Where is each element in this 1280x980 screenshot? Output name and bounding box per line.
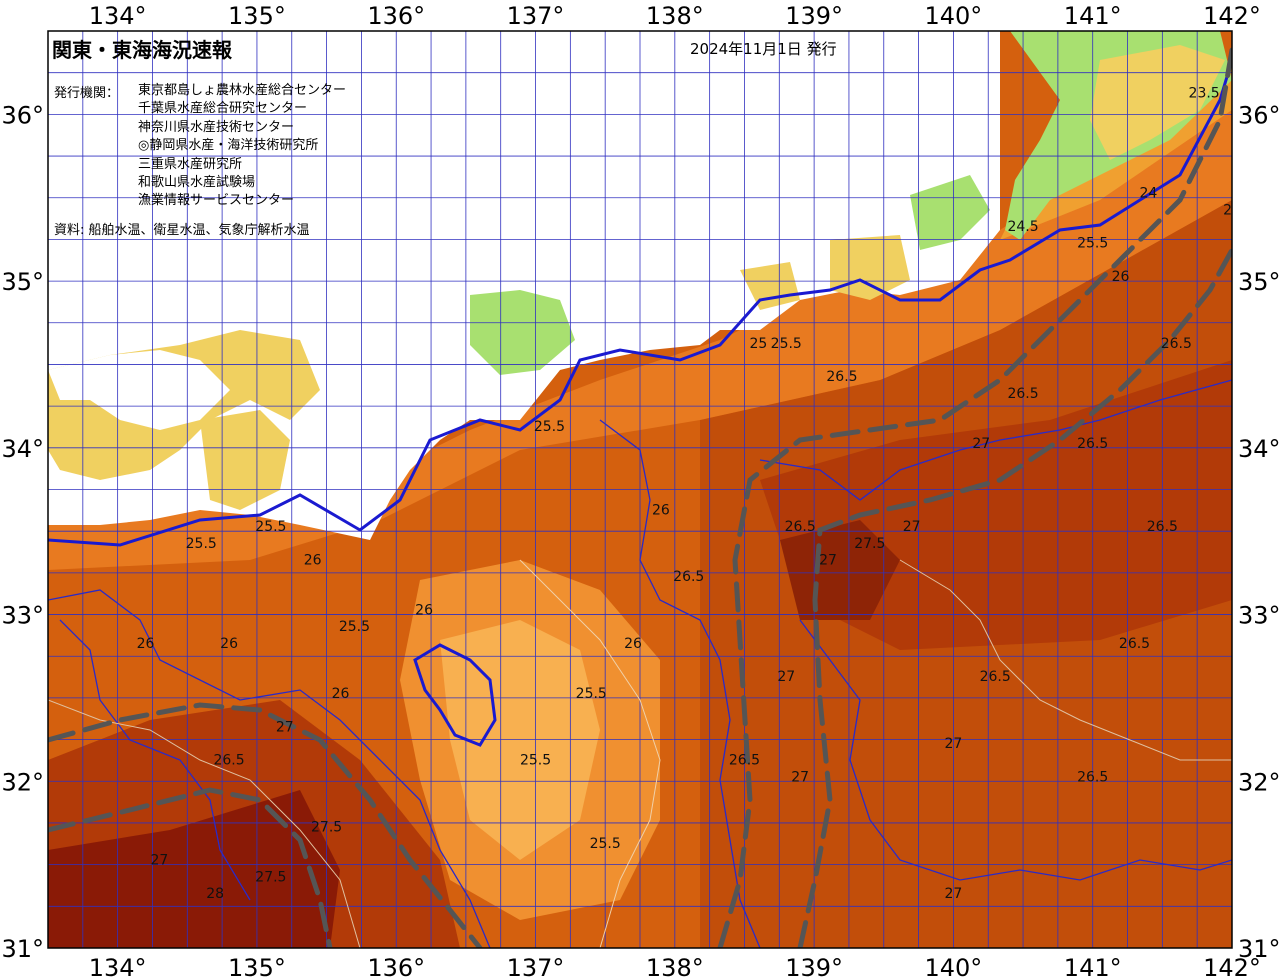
isotherm-label: 27 bbox=[777, 669, 795, 685]
latitude-tick-label: 35° bbox=[1238, 268, 1280, 296]
isotherm-label: 27 bbox=[819, 553, 837, 569]
latitude-tick-label: 36° bbox=[1238, 101, 1280, 129]
latitude-tick-label: 34° bbox=[1, 435, 44, 463]
isotherm-label: 24.5 bbox=[1007, 219, 1038, 235]
longitude-tick-label: 139° bbox=[785, 2, 843, 30]
longitude-tick-label: 134° bbox=[89, 954, 147, 980]
longitude-tick-label: 136° bbox=[367, 954, 425, 980]
isotherm-label: 27 bbox=[903, 519, 921, 535]
isotherm-label: 25.5 bbox=[771, 336, 802, 352]
isotherm-label: 26 bbox=[624, 636, 642, 652]
latitude-tick-label: 31° bbox=[1, 935, 44, 963]
longitude-tick-label: 135° bbox=[228, 2, 286, 30]
isotherm-label: 24 bbox=[1140, 186, 1158, 202]
agency-list: 東京都島しょ農林水産総合センター 千葉県水産総合研究センター 神奈川県水産技術セ… bbox=[138, 82, 346, 211]
isotherm-label: 26.5 bbox=[1119, 636, 1150, 652]
isotherm-label: 26.5 bbox=[213, 753, 244, 769]
isotherm-label: 26.5 bbox=[1077, 769, 1108, 785]
agency-item: 東京都島しょ農林水産総合センター bbox=[138, 83, 347, 98]
isotherm-label: 26.5 bbox=[1147, 519, 1178, 535]
isotherm-label: 27.5 bbox=[311, 819, 342, 835]
isotherm-label: 26 bbox=[1223, 202, 1241, 218]
latitude-tick-label: 36° bbox=[1, 101, 44, 129]
longitude-tick-label: 140° bbox=[925, 954, 983, 980]
agency-item: ◎静岡県水産・海洋技術研究所 bbox=[138, 138, 319, 154]
agency-item: 千葉県水産総合研究センター bbox=[138, 101, 308, 117]
isotherm-label: 27 bbox=[276, 719, 294, 735]
isotherm-label: 27 bbox=[944, 886, 962, 902]
isotherm-label: 27 bbox=[151, 853, 169, 869]
latitude-tick-label: 32° bbox=[1, 768, 44, 796]
isotherm-label: 26.5 bbox=[729, 753, 760, 769]
agency-item: 和歌山県水産試験場 bbox=[138, 175, 256, 191]
isotherm-label: 26.5 bbox=[980, 669, 1011, 685]
latitude-tick-label: 33° bbox=[1, 602, 44, 630]
isotherm-label: 26.5 bbox=[1077, 436, 1108, 452]
agencies-label: 発行機関： bbox=[54, 86, 120, 101]
isotherm-label: 25.5 bbox=[339, 619, 370, 635]
longitude-tick-label: 139° bbox=[785, 954, 843, 980]
isotherm-label: 27.5 bbox=[255, 869, 286, 885]
latitude-tick-label: 34° bbox=[1238, 435, 1280, 463]
longitude-tick-label: 137° bbox=[507, 2, 565, 30]
longitude-tick-label: 138° bbox=[646, 2, 704, 30]
isotherm-label: 25.5 bbox=[255, 519, 286, 535]
isotherm-label: 27 bbox=[791, 769, 809, 785]
isotherm-label: 26 bbox=[220, 636, 238, 652]
longitude-tick-label: 142° bbox=[1203, 2, 1261, 30]
longitude-tick-label: 134° bbox=[89, 2, 147, 30]
longitude-tick-label: 141° bbox=[1064, 954, 1122, 980]
longitude-tick-label: 138° bbox=[646, 954, 704, 980]
isotherm-label: 26.5 bbox=[826, 369, 857, 385]
isotherm-label: 26.5 bbox=[1007, 386, 1038, 402]
isotherm-label: 28 bbox=[206, 886, 224, 902]
isotherm-label: 25.5 bbox=[576, 686, 607, 702]
longitude-tick-label: 136° bbox=[367, 2, 425, 30]
isotherm-label: 25.5 bbox=[534, 419, 565, 435]
latitude-tick-label: 31° bbox=[1238, 935, 1280, 963]
data-source: 資料: 船舶水温、衛星水温、気象庁解析水温 bbox=[54, 223, 310, 238]
longitude-tick-label: 135° bbox=[228, 954, 286, 980]
isotherm-label: 23.5 bbox=[1189, 86, 1220, 102]
issue-date: 2024年11月1日 発行 bbox=[690, 40, 837, 58]
isotherm-label: 26 bbox=[304, 553, 322, 569]
isotherm-label: 26.5 bbox=[785, 519, 816, 535]
isotherm-label: 25.5 bbox=[520, 753, 551, 769]
longitude-tick-label: 142° bbox=[1203, 954, 1261, 980]
isotherm-label: 25.5 bbox=[1077, 236, 1108, 252]
agency-item: 神奈川県水産技術センター bbox=[138, 119, 295, 135]
agency-item: 漁業情報サービスセンター bbox=[138, 193, 295, 209]
isotherm-label: 26.5 bbox=[673, 569, 704, 585]
isotherm-label: 27.5 bbox=[854, 536, 885, 552]
latitude-tick-label: 35° bbox=[1, 268, 44, 296]
map-frame bbox=[47, 30, 1233, 949]
current-axis bbox=[48, 47, 1232, 948]
agency-item: 三重県水産研究所 bbox=[138, 156, 243, 172]
isotherms bbox=[48, 59, 1232, 948]
latitude-tick-label: 33° bbox=[1238, 602, 1280, 630]
isotherm-label: 25.5 bbox=[186, 536, 217, 552]
map-title: 関東・東海海況速報 bbox=[52, 38, 232, 62]
longitude-tick-label: 137° bbox=[507, 954, 565, 980]
isotherm-label: 26 bbox=[332, 686, 350, 702]
isotherm-label: 26 bbox=[137, 636, 155, 652]
latitude-tick-label: 32° bbox=[1238, 768, 1280, 796]
lat-lon-grid bbox=[48, 31, 1232, 948]
longitude-tick-label: 140° bbox=[925, 2, 983, 30]
longitude-tick-label: 141° bbox=[1064, 2, 1122, 30]
land bbox=[48, 31, 1232, 540]
isotherm-label: 26.5 bbox=[1161, 336, 1192, 352]
isotherm-label: 27 bbox=[944, 736, 962, 752]
isotherm-label: 26 bbox=[1112, 269, 1130, 285]
isotherm-label: 25.5 bbox=[590, 836, 621, 852]
isotherm-label: 27 bbox=[972, 436, 990, 452]
isotherm-label: 26 bbox=[415, 603, 433, 619]
isotherm-label: 26 bbox=[652, 503, 670, 519]
isotherm-label: 25 bbox=[749, 336, 767, 352]
